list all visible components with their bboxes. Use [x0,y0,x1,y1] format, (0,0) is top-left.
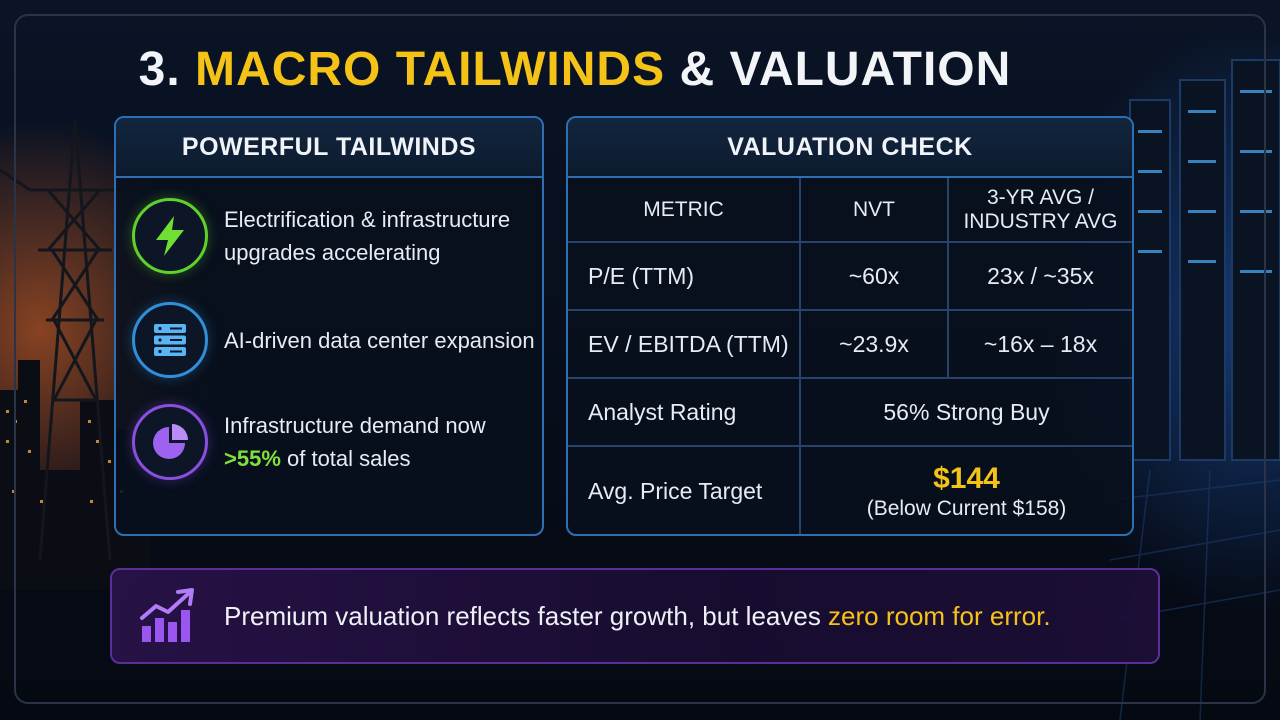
tailwind-text-electrification: Electrification & infrastructure upgrade… [224,207,511,265]
table-row: Avg. Price Target $144 (Below Current $1… [568,446,1132,534]
conclusion-banner: Premium valuation reflects faster growth… [110,568,1160,664]
valuation-table: METRIC NVT 3-YR AVG / INDUSTRY AVG P/E (T… [568,178,1132,534]
banner-text: Premium valuation reflects faster growth… [224,600,1051,631]
server-icon [132,302,208,378]
price-target-note: (Below Current $158) [866,496,1067,520]
nvt-pe-value: ~60x [800,242,949,311]
slide-title: 3. MACRO TAILWINDS & VALUATION [138,43,1012,96]
metric-pe: P/E (TTM) [568,242,801,311]
avg-pe-value: 23x / ~35x [948,242,1132,311]
price-target-cell: $144 (Below Current $158) [800,446,1132,534]
column-header-nvt: NVT [800,178,949,243]
demand-share-highlight: >55% [224,446,281,471]
analyst-rating-value: 56% Strong Buy [800,378,1132,447]
table-row: Analyst Rating 56% Strong Buy [568,378,1132,447]
table-row: P/E (TTM) ~60x 23x / ~35x [568,242,1132,311]
price-target-value: $144 [933,461,1000,495]
metric-analyst-rating: Analyst Rating [568,378,801,447]
tailwind-item-infrastructure-demand: Infrastructure demand now >55% of total … [132,404,542,480]
valuation-panel: VALUATION CHECK METRIC NVT 3-YR AVG / IND… [566,116,1134,536]
tailwind-text-ai-datacenter: AI-driven data center expansion [224,327,535,353]
tailwinds-panel: POWERFUL TAILWINDS Electrification & inf… [114,116,544,536]
tailwind-text-infrastructure-demand: Infrastructure demand now >55% of total … [224,413,486,471]
avg-ev-ebitda-value: ~16x – 18x [948,310,1132,379]
table-header-row: METRIC NVT 3-YR AVG / INDUSTRY AVG [568,178,1132,243]
banner-highlight: zero room for error. [828,600,1051,631]
column-header-average: 3-YR AVG / INDUSTRY AVG [948,178,1132,243]
pie-chart-icon [132,404,208,480]
tailwind-item-ai-datacenter: AI-driven data center expansion [132,302,542,378]
table-row: EV / EBITDA (TTM) ~23.9x ~16x – 18x [568,310,1132,379]
column-header-metric: METRIC [568,178,801,243]
metric-ev-ebitda: EV / EBITDA (TTM) [568,310,801,379]
tailwinds-heading: POWERFUL TAILWINDS [116,118,542,178]
growth-chart-icon [140,588,194,642]
title-accent: MACRO TAILWINDS [195,43,666,96]
slide-frame [14,14,1266,704]
valuation-heading: VALUATION CHECK [568,118,1132,178]
server-racks-illustration [1110,59,1280,720]
metric-price-target: Avg. Price Target [568,446,801,534]
lightning-bolt-icon [132,198,208,274]
tailwind-item-electrification: Electrification & infrastructure upgrade… [132,198,542,274]
nvt-ev-ebitda-value: ~23.9x [800,310,949,379]
